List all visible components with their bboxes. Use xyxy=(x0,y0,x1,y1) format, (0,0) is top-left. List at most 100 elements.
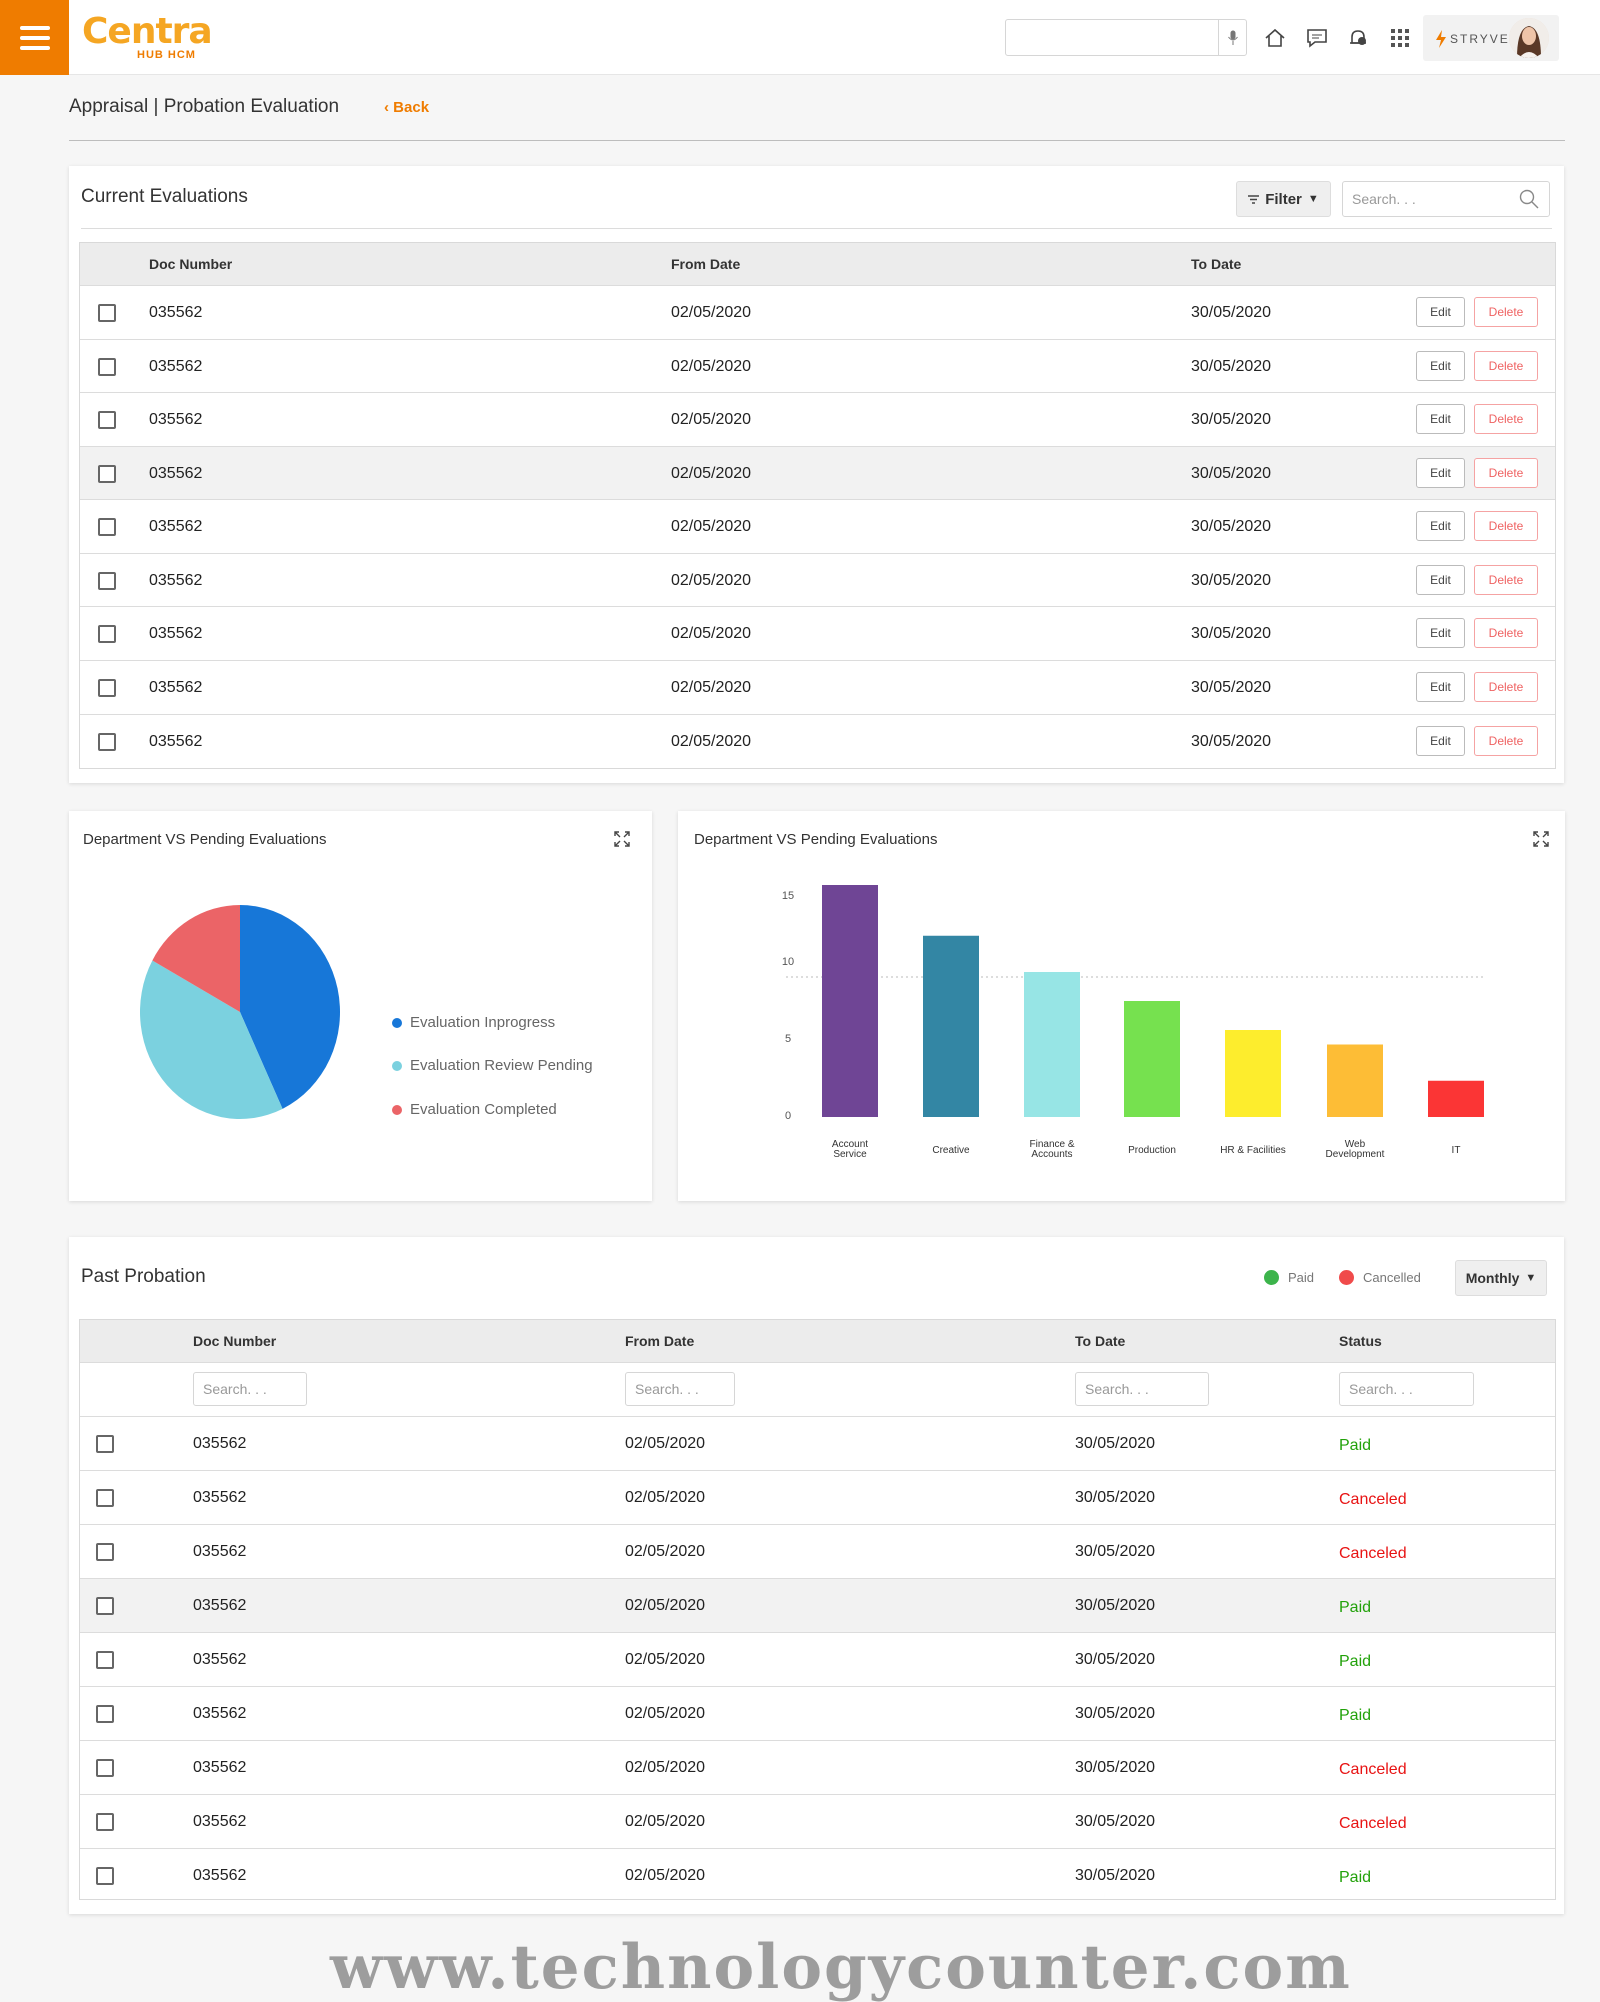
bar[interactable] xyxy=(923,935,979,1117)
bar[interactable] xyxy=(1225,1030,1281,1117)
edit-button[interactable]: Edit xyxy=(1416,297,1465,327)
edit-button[interactable]: Edit xyxy=(1416,458,1465,488)
to-date-filter-input[interactable]: Search. . . xyxy=(1075,1372,1209,1406)
table-row[interactable]: 035562 02/05/2020 30/05/2020 Canceled xyxy=(80,1794,1555,1848)
back-link[interactable]: ‹ Back xyxy=(384,99,429,116)
table-row[interactable]: 035562 02/05/2020 30/05/2020 Paid xyxy=(80,1686,1555,1740)
pie-slice[interactable] xyxy=(140,960,283,1119)
legend-dot xyxy=(392,1017,402,1028)
row-checkbox[interactable] xyxy=(98,304,116,322)
x-tick-label: Finance & Accounts xyxy=(1029,1139,1074,1160)
edit-button[interactable]: Edit xyxy=(1416,618,1465,648)
row-checkbox[interactable] xyxy=(98,625,116,643)
microphone-icon[interactable] xyxy=(1218,20,1246,55)
expand-icon[interactable] xyxy=(1533,831,1549,847)
bar[interactable] xyxy=(1327,1044,1383,1118)
row-checkbox[interactable] xyxy=(96,1543,114,1561)
period-select[interactable]: Monthly ▼ xyxy=(1455,1260,1547,1296)
delete-button[interactable]: Delete xyxy=(1474,458,1538,488)
home-icon[interactable] xyxy=(1263,26,1287,50)
x-tick-line: Production xyxy=(1128,1145,1176,1156)
table-row[interactable]: 035562 02/05/2020 30/05/2020 Paid xyxy=(80,1632,1555,1686)
row-checkbox[interactable] xyxy=(98,465,116,483)
pie-slice[interactable] xyxy=(152,905,240,1012)
x-tick-line: IT xyxy=(1452,1145,1461,1156)
row-checkbox[interactable] xyxy=(96,1813,114,1831)
delete-button[interactable]: Delete xyxy=(1474,726,1538,756)
messages-icon[interactable] xyxy=(1305,26,1329,50)
row-checkbox[interactable] xyxy=(98,679,116,697)
column-filter-row: Search. . . Search. . . Search. . . Sear… xyxy=(80,1362,1555,1416)
from-date-filter-input[interactable]: Search. . . xyxy=(625,1372,735,1406)
row-checkbox[interactable] xyxy=(96,1651,114,1669)
filter-icon xyxy=(1248,194,1260,204)
doc-number-cell: 035562 xyxy=(193,1435,247,1452)
app-logo[interactable]: Centra HUB HCM xyxy=(82,14,213,62)
table-row[interactable]: 035562 02/05/2020 30/05/2020 Paid xyxy=(80,1416,1555,1470)
row-checkbox[interactable] xyxy=(96,1597,114,1615)
table-row[interactable]: 035562 02/05/2020 30/05/2020 Paid xyxy=(80,1848,1555,1902)
to-date-cell: 30/05/2020 xyxy=(1191,411,1272,428)
row-checkbox[interactable] xyxy=(98,572,116,590)
table-row[interactable]: 035562 02/05/2020 30/05/2020 Edit Delete xyxy=(80,339,1555,393)
edit-button[interactable]: Edit xyxy=(1416,565,1465,595)
back-label: Back xyxy=(393,99,430,116)
table-row[interactable]: 035562 02/05/2020 30/05/2020 Edit Delete xyxy=(80,285,1555,339)
table-header: Doc Number From Date To Date xyxy=(80,243,1555,285)
table-row[interactable]: 035562 02/05/2020 30/05/2020 Edit Delete xyxy=(80,606,1555,660)
delete-button[interactable]: Delete xyxy=(1474,511,1538,541)
doc-number-filter-input[interactable]: Search. . . xyxy=(193,1372,307,1406)
legend-paid: Paid xyxy=(1264,1270,1314,1285)
table-row[interactable]: 035562 02/05/2020 30/05/2020 Canceled xyxy=(80,1740,1555,1794)
row-checkbox[interactable] xyxy=(96,1759,114,1777)
notifications-icon[interactable] xyxy=(1346,26,1370,50)
delete-button[interactable]: Delete xyxy=(1474,297,1538,327)
bar[interactable] xyxy=(1428,1080,1484,1117)
search-icon[interactable] xyxy=(1519,189,1539,209)
table-row[interactable]: 035562 02/05/2020 30/05/2020 Canceled xyxy=(80,1470,1555,1524)
filter-label: Filter xyxy=(1265,190,1302,208)
edit-button[interactable]: Edit xyxy=(1416,672,1465,702)
row-checkbox[interactable] xyxy=(96,1489,114,1507)
row-checkbox[interactable] xyxy=(96,1435,114,1453)
table-row[interactable]: 035562 02/05/2020 30/05/2020 Edit Delete xyxy=(80,392,1555,446)
legend-cancelled: Cancelled xyxy=(1339,1270,1421,1285)
edit-button[interactable]: Edit xyxy=(1416,511,1465,541)
table-row[interactable]: 035562 02/05/2020 30/05/2020 Edit Delete xyxy=(80,446,1555,500)
table-row[interactable]: 035562 02/05/2020 30/05/2020 Edit Delete xyxy=(80,553,1555,607)
pie-slice[interactable] xyxy=(240,905,340,1109)
delete-button[interactable]: Delete xyxy=(1474,351,1538,381)
delete-button[interactable]: Delete xyxy=(1474,618,1538,648)
table-row[interactable]: 035562 02/05/2020 30/05/2020 Canceled xyxy=(80,1524,1555,1578)
table-row[interactable]: 035562 02/05/2020 30/05/2020 Paid xyxy=(80,1578,1555,1632)
edit-button[interactable]: Edit xyxy=(1416,404,1465,434)
delete-button[interactable]: Delete xyxy=(1474,565,1538,595)
edit-button[interactable]: Edit xyxy=(1416,351,1465,381)
search-placeholder: Search. . . xyxy=(1352,191,1416,207)
search-placeholder: Search. . . xyxy=(1349,1381,1413,1397)
bar[interactable] xyxy=(1024,972,1080,1117)
row-checkbox[interactable] xyxy=(98,411,116,429)
apps-grid-icon[interactable] xyxy=(1388,26,1412,50)
status-filter-input[interactable]: Search. . . xyxy=(1339,1372,1474,1406)
expand-icon[interactable] xyxy=(614,831,630,847)
row-checkbox[interactable] xyxy=(98,518,116,536)
hamburger-menu-button[interactable] xyxy=(0,0,69,75)
bar[interactable] xyxy=(1124,1001,1180,1117)
bar[interactable] xyxy=(822,885,878,1117)
page-title: Appraisal | Probation Evaluation xyxy=(69,96,340,117)
edit-button[interactable]: Edit xyxy=(1416,726,1465,756)
delete-button[interactable]: Delete xyxy=(1474,672,1538,702)
filter-button[interactable]: Filter ▼ xyxy=(1236,181,1331,217)
row-checkbox[interactable] xyxy=(98,733,116,751)
global-search-input[interactable] xyxy=(1005,19,1247,56)
row-checkbox[interactable] xyxy=(98,358,116,376)
row-checkbox[interactable] xyxy=(96,1867,114,1885)
user-profile-button[interactable]: STRYVE xyxy=(1423,15,1559,61)
table-row[interactable]: 035562 02/05/2020 30/05/2020 Edit Delete xyxy=(80,714,1555,768)
table-row[interactable]: 035562 02/05/2020 30/05/2020 Edit Delete xyxy=(80,499,1555,553)
delete-button[interactable]: Delete xyxy=(1474,404,1538,434)
table-row[interactable]: 035562 02/05/2020 30/05/2020 Edit Delete xyxy=(80,660,1555,714)
row-checkbox[interactable] xyxy=(96,1705,114,1723)
current-search-input[interactable]: Search. . . xyxy=(1342,181,1550,217)
